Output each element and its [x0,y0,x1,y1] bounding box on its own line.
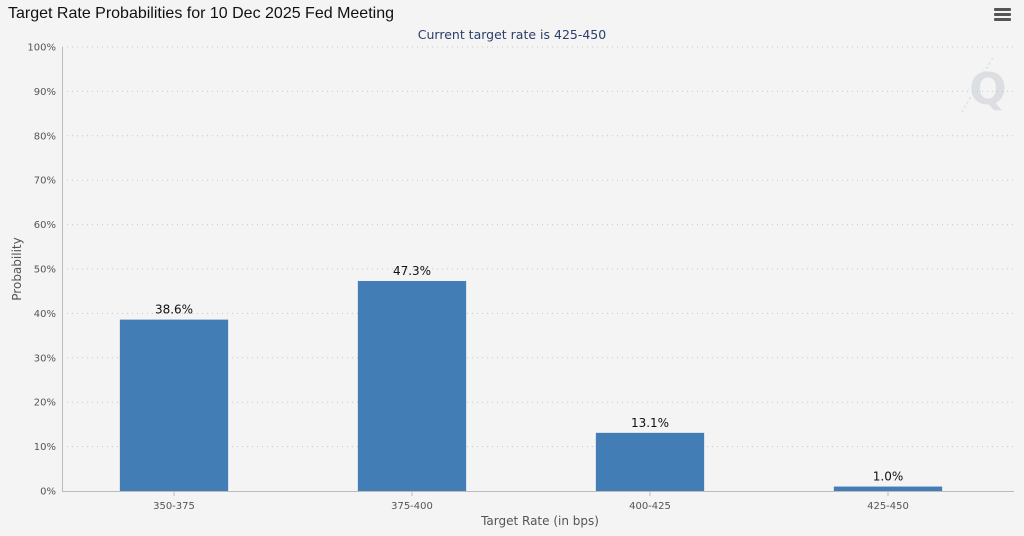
data-label: 38.6% [155,303,193,317]
y-tick-label: 50% [34,265,56,276]
data-label: 13.1% [631,416,669,430]
y-tick-label: 80% [34,131,56,142]
bar-400-425[interactable] [595,432,705,491]
bar-375-400[interactable] [357,280,467,491]
data-label: 1.0% [873,470,904,484]
y-tick-label: 0% [40,487,56,498]
x-tick-label: 375-400 [391,501,433,512]
chart-subtitle: Current target rate is 425-450 [417,27,607,42]
data-label: 47.3% [393,264,431,278]
hamburger-menu-icon[interactable] [992,6,1014,24]
bar-425-450[interactable] [833,486,943,491]
bar-350-375[interactable] [119,319,229,491]
x-tick-label: 425-450 [867,501,909,512]
chart-title: Target Rate Probabilities for 10 Dec 202… [8,5,394,22]
y-tick-label: 20% [34,398,56,409]
y-tick-label: 40% [34,309,56,320]
y-tick-label: 70% [34,176,56,187]
y-tick-label: 60% [34,220,56,231]
y-tick-label: 30% [34,353,56,364]
x-tick-label: 400-425 [629,501,671,512]
q-logo-icon: Q [961,55,1007,115]
y-tick-label: 90% [34,87,56,98]
y-axis-title: Probability [10,237,24,300]
y-tick-label: 10% [34,442,56,453]
x-axis-title: Target Rate (in bps) [480,514,599,528]
y-tick-label: 100% [27,43,56,54]
x-tick-label: 350-375 [153,501,195,512]
